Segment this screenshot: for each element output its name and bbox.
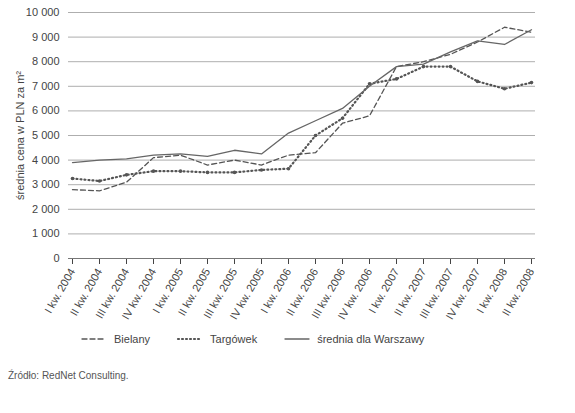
svg-text:0: 0: [53, 252, 59, 264]
svg-text:I kw. 2006: I kw. 2006: [258, 266, 294, 316]
html-text:Targówek: Targówek: [210, 333, 258, 345]
svg-text:2 000: 2 000: [32, 203, 60, 215]
svg-text:I kw. 2005: I kw. 2005: [150, 266, 186, 316]
html-text:średnia dla Warszawy: średnia dla Warszawy: [317, 333, 425, 345]
svg-text:I kw. 2008: I kw. 2008: [474, 266, 510, 316]
svg-text:IV kw. 2005: IV kw. 2005: [227, 266, 266, 321]
svg-text:IV kw. 2004: IV kw. 2004: [119, 266, 158, 321]
svg-text:II kw. 2007: II kw. 2007: [391, 266, 429, 318]
svg-text:III kw. 2005: III kw. 2005: [201, 266, 240, 321]
svg-text:III kw. 2004: III kw. 2004: [93, 266, 132, 321]
svg-text:IV kw. 2007: IV kw. 2007: [443, 266, 482, 321]
svg-text:7 000: 7 000: [32, 80, 60, 92]
svg-text:III kw. 2007: III kw. 2007: [417, 266, 456, 321]
svg-text:6 000: 6 000: [32, 104, 60, 116]
svg-text:I kw. 2004: I kw. 2004: [42, 266, 78, 316]
svg-text:4 000: 4 000: [32, 154, 60, 166]
html-text:Źródło: RedNet Consulting.: Źródło: RedNet Consulting.: [8, 370, 129, 381]
svg-text:5 000: 5 000: [32, 129, 60, 141]
html-text:Bielany: Bielany: [114, 333, 151, 345]
svg-text:9 000: 9 000: [32, 31, 60, 43]
svg-text:8 000: 8 000: [32, 55, 60, 67]
svg-text:średnia cena w PLN za m²: średnia cena w PLN za m²: [14, 71, 26, 200]
svg-text:II kw. 2006: II kw. 2006: [283, 266, 321, 318]
svg-text:I kw. 2007: I kw. 2007: [366, 266, 402, 316]
svg-text:III kw. 2006: III kw. 2006: [309, 266, 348, 321]
svg-text:3 000: 3 000: [32, 178, 60, 190]
svg-text:IV kw. 2006: IV kw. 2006: [335, 266, 374, 321]
svg-text:II kw. 2005: II kw. 2005: [175, 266, 213, 318]
svg-text:1 000: 1 000: [32, 227, 60, 239]
svg-text:II kw. 2004: II kw. 2004: [67, 266, 105, 318]
svg-text:10 000: 10 000: [26, 6, 60, 18]
svg-text:II kw. 2008: II kw. 2008: [500, 266, 537, 318]
